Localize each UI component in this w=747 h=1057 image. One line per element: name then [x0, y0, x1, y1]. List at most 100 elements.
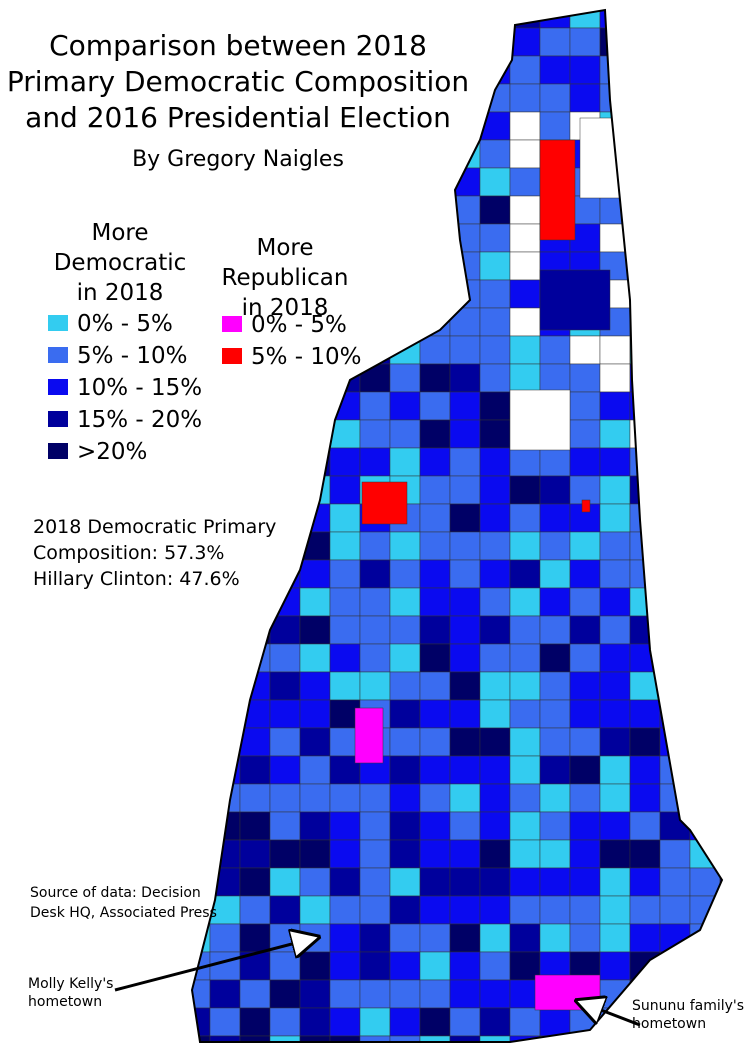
title: and 2016 Presidential Election [25, 101, 451, 134]
town [659, 139, 691, 169]
town [359, 1007, 391, 1037]
town [449, 1007, 481, 1037]
town [209, 195, 241, 225]
town [449, 475, 481, 505]
town [719, 83, 722, 113]
town [299, 755, 331, 785]
town [239, 391, 271, 421]
town [659, 475, 691, 505]
town [599, 475, 631, 505]
town [419, 139, 451, 169]
town [329, 391, 361, 421]
town [329, 951, 361, 981]
town [359, 279, 391, 309]
town [599, 979, 631, 1009]
town [629, 867, 661, 897]
town [479, 223, 511, 253]
town [539, 699, 571, 729]
town [539, 1035, 571, 1042]
town [689, 559, 721, 589]
town [419, 10, 451, 29]
town [539, 363, 571, 393]
town [629, 335, 661, 365]
town [329, 895, 361, 925]
town [192, 615, 211, 645]
town [599, 867, 631, 897]
town [299, 10, 331, 29]
town [719, 783, 722, 813]
town [509, 867, 541, 897]
town [689, 923, 721, 953]
legend-heading: More [256, 235, 313, 261]
town [449, 755, 481, 785]
town [329, 447, 361, 477]
town [719, 55, 722, 85]
town [299, 895, 331, 925]
town [629, 223, 661, 253]
town [659, 55, 691, 85]
town [359, 811, 391, 841]
town [479, 587, 511, 617]
town [479, 447, 511, 477]
town [539, 335, 571, 365]
town [269, 419, 301, 449]
town [449, 811, 481, 841]
town [569, 755, 601, 785]
town [479, 615, 511, 645]
legend-heading: in 2018 [242, 295, 329, 321]
town [239, 195, 271, 225]
town [479, 27, 511, 57]
legend-swatch [48, 411, 68, 427]
state-outline [190, 8, 724, 1043]
town [689, 783, 721, 813]
town [192, 1035, 211, 1042]
annotation: Molly Kelly's [28, 976, 113, 992]
town [689, 223, 721, 253]
town [479, 1035, 511, 1042]
town [479, 643, 511, 673]
town [239, 559, 271, 589]
town [569, 867, 601, 897]
town [689, 867, 721, 897]
town [192, 699, 211, 729]
town [599, 27, 631, 57]
town [269, 167, 301, 197]
town [689, 251, 721, 281]
town [689, 307, 721, 337]
town [539, 811, 571, 841]
town [479, 979, 511, 1009]
town [599, 587, 631, 617]
town [659, 335, 691, 365]
town [479, 279, 511, 309]
town [449, 839, 481, 869]
town [659, 251, 691, 281]
town [269, 699, 301, 729]
town [359, 167, 391, 197]
town [719, 419, 722, 449]
town [209, 699, 241, 729]
town [599, 615, 631, 645]
town [539, 839, 571, 869]
town [419, 923, 451, 953]
town [269, 475, 301, 505]
legend-swatch [222, 348, 242, 364]
town [719, 391, 722, 421]
stat: 2018 Democratic Primary [33, 516, 276, 538]
town [689, 167, 721, 197]
town [192, 167, 211, 197]
town [419, 531, 451, 561]
source: Desk HQ, Associated Press [30, 905, 217, 921]
town [719, 839, 722, 869]
town [689, 335, 721, 365]
town [299, 1035, 331, 1042]
town [569, 587, 601, 617]
town [509, 643, 541, 673]
town [269, 1007, 301, 1037]
town [269, 783, 301, 813]
town [299, 475, 331, 505]
town [719, 139, 722, 169]
town [419, 391, 451, 421]
town [689, 671, 721, 701]
town [659, 167, 691, 197]
town [629, 615, 661, 645]
